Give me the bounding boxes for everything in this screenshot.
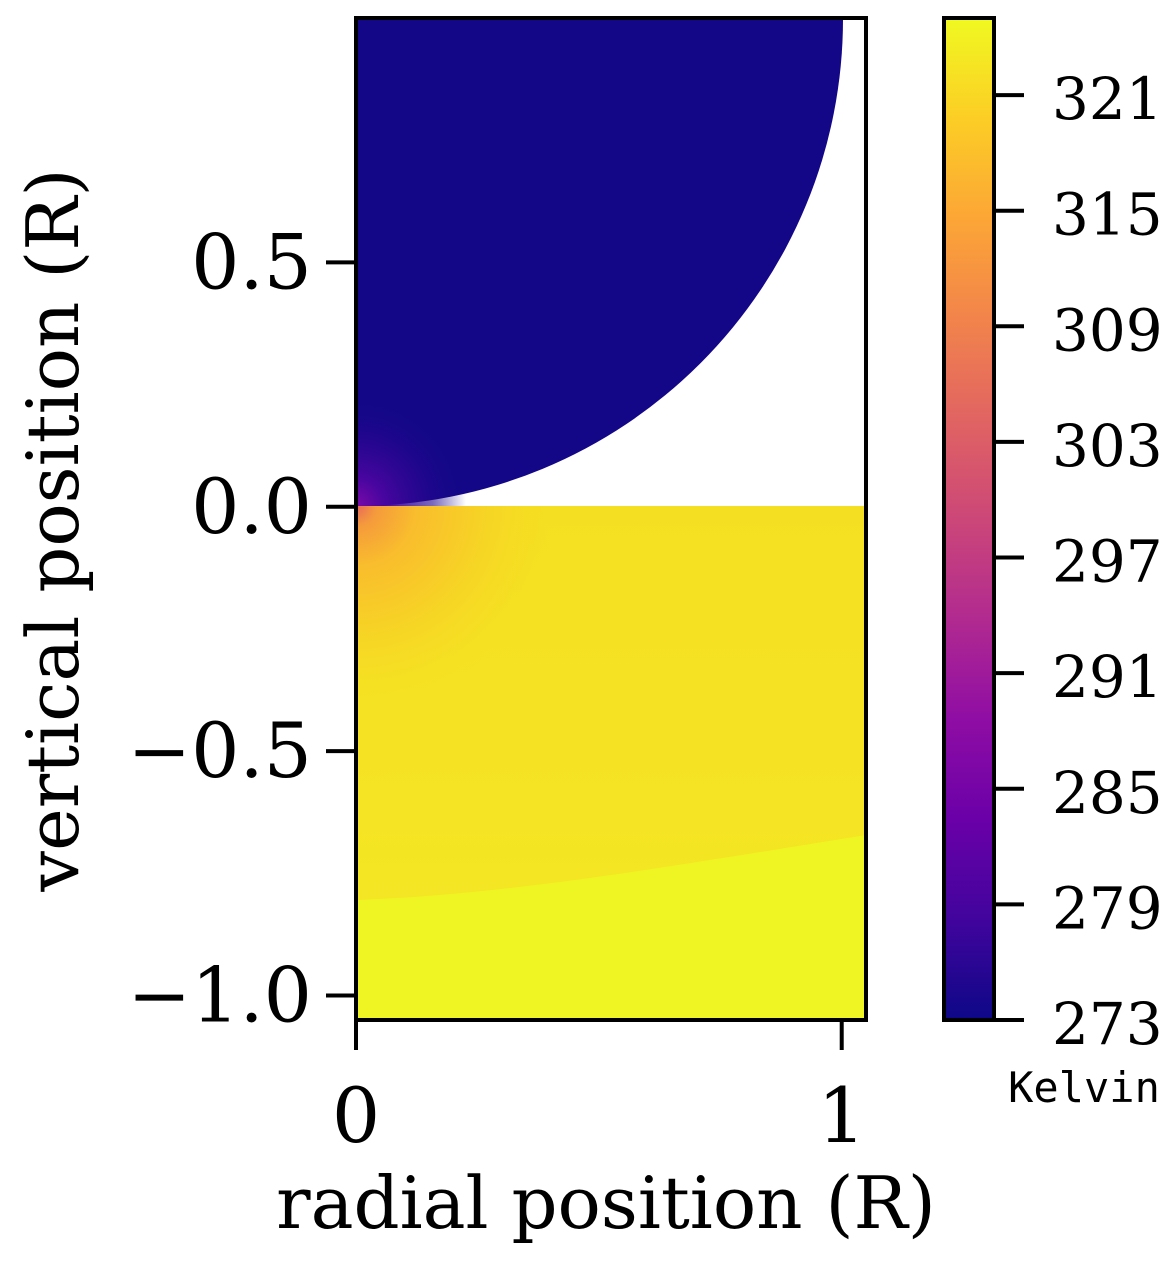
lower-bottom-band bbox=[356, 835, 866, 1020]
y-tick-label: −1.0 bbox=[127, 951, 312, 1040]
colorbar-tick-label: 297 bbox=[1052, 528, 1163, 596]
y-axis-ticks: 0.5 0.0 −0.5 −1.0 bbox=[127, 217, 356, 1040]
colorbar-tick-label: 285 bbox=[1052, 759, 1163, 827]
x-tick-label: 0 bbox=[332, 1071, 380, 1160]
colorbar-tick-label: 279 bbox=[1052, 874, 1163, 942]
colorbar-label: Kelvin bbox=[1008, 1063, 1160, 1112]
y-axis-label: vertical position (R) bbox=[11, 168, 95, 892]
y-tick-label: 0.5 bbox=[191, 217, 312, 306]
colorbar-tick-label: 315 bbox=[1052, 181, 1163, 249]
colorbar-tick-label: 321 bbox=[1052, 65, 1163, 133]
y-tick-label: 0.0 bbox=[191, 462, 312, 551]
colorbar-frame bbox=[942, 16, 996, 1022]
colorbar-ticks: 273 279 285 291 297 303 309 315 321 bbox=[994, 65, 1163, 1058]
colorbar-tick-label: 273 bbox=[1052, 990, 1163, 1058]
x-axis-label: radial position (R) bbox=[276, 1161, 936, 1245]
colorbar-tick-label: 309 bbox=[1052, 296, 1163, 364]
x-tick-label: 1 bbox=[818, 1071, 866, 1160]
colorbar bbox=[944, 18, 994, 1020]
upper-region bbox=[356, 18, 844, 506]
colorbar-tick-label: 291 bbox=[1052, 643, 1163, 711]
plot-area bbox=[356, 18, 866, 1020]
cold-spot bbox=[356, 396, 466, 506]
plot-frame bbox=[354, 16, 868, 1022]
colorbar-tick-label: 303 bbox=[1052, 412, 1163, 480]
hot-spot bbox=[356, 506, 656, 806]
y-tick-label: −0.5 bbox=[127, 706, 312, 795]
